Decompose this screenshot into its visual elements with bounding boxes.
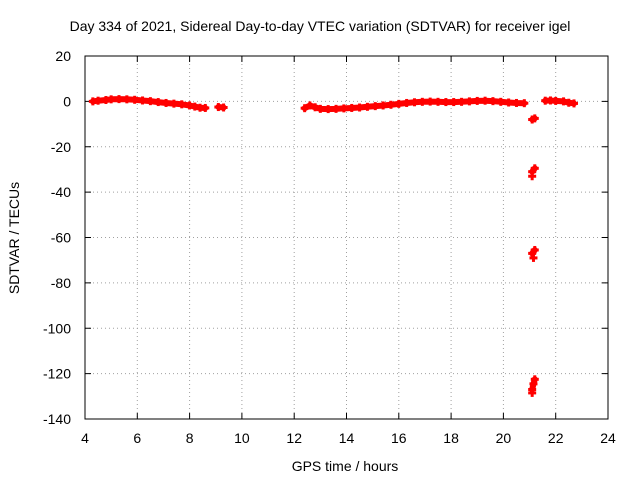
- x-tick-label: 22: [548, 430, 564, 446]
- data-band: [529, 247, 538, 257]
- x-tick-label: 18: [443, 430, 459, 446]
- x-tick-label: 16: [391, 430, 407, 446]
- chart-title: Day 334 of 2021, Sidereal Day-to-day VTE…: [69, 18, 571, 34]
- y-tick-label: -120: [43, 366, 71, 382]
- data-band: [529, 115, 538, 123]
- data-band: [529, 376, 538, 393]
- x-tick-label: 20: [496, 430, 512, 446]
- data-points: [88, 95, 579, 397]
- y-tick-label: 20: [55, 48, 71, 64]
- x-tick-label: 12: [286, 430, 302, 446]
- x-tick-label: 4: [81, 430, 89, 446]
- x-tick-label: 24: [600, 430, 616, 446]
- x-tick-label: 6: [133, 430, 141, 446]
- plot-frame: [84, 55, 609, 420]
- y-axis-label: SDTVAR / TECUs: [6, 182, 22, 294]
- data-band: [215, 104, 227, 111]
- x-axis-label: GPS time / hours: [292, 458, 399, 474]
- data-band: [301, 97, 528, 113]
- data-band: [89, 96, 209, 111]
- x-tick-label: 10: [234, 430, 250, 446]
- y-tick-label: -100: [43, 320, 71, 336]
- grid-layer: [85, 56, 608, 419]
- y-tick-label: -140: [43, 411, 71, 427]
- data-band: [542, 97, 577, 107]
- y-tick-label: -40: [51, 184, 71, 200]
- y-tick-label: -20: [51, 139, 71, 155]
- x-tick-label: 8: [186, 430, 194, 446]
- y-tick-label: -80: [51, 275, 71, 291]
- y-tick-label: 0: [63, 93, 71, 109]
- data-band: [529, 165, 538, 175]
- axis-layer: 4 6 8 10 12 14 16 18 20 22 24 20 0 -20 -40 -60 -80 -100 -1…: [43, 48, 616, 446]
- y-tick-label: -60: [51, 230, 71, 246]
- x-tick-label: 14: [339, 430, 355, 446]
